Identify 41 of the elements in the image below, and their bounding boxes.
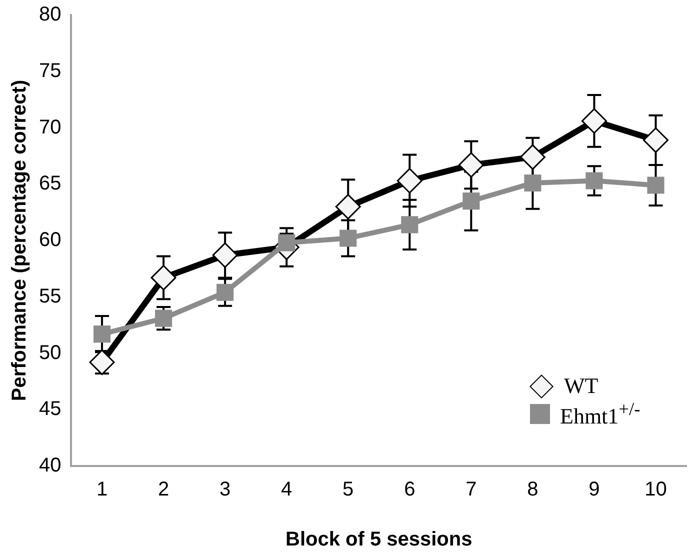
legend-label: WT: [564, 373, 598, 399]
point: [340, 230, 357, 247]
x-tick-label: 7: [466, 478, 477, 501]
point: [458, 152, 484, 178]
point: [462, 192, 480, 210]
y-tick-label: 45: [38, 398, 62, 420]
legend-label: Ehmt1$^{+/-}$: [560, 398, 640, 430]
y-tick-label: 70: [38, 116, 62, 138]
y-axis-title: Performance (percentage correct): [8, 80, 31, 402]
point: [335, 194, 361, 220]
point: [93, 326, 111, 343]
point: [581, 108, 607, 134]
x-tick-label: 9: [588, 478, 600, 501]
x-axis-title: Block of 5 sessions: [286, 528, 472, 551]
y-tick-label: 60: [38, 229, 62, 252]
y-tick-label: 50: [38, 342, 62, 364]
point: [155, 310, 172, 327]
y-tick-label: 65: [38, 172, 62, 195]
x-tick-label: 1: [96, 478, 108, 501]
y-tick-label: 40: [38, 454, 62, 477]
y-tick-label: 55: [38, 285, 62, 308]
x-tick-label: 3: [219, 478, 231, 501]
y-tick-label: 80: [38, 4, 62, 26]
x-tick-label: 10: [644, 478, 667, 501]
y-tick-label: 75: [38, 60, 62, 82]
point: [520, 144, 546, 170]
point: [647, 176, 664, 194]
x-tick-label: 5: [342, 478, 354, 501]
point: [396, 168, 422, 194]
point: [642, 127, 668, 153]
x-tick-label: 2: [158, 478, 170, 501]
point: [401, 216, 418, 234]
x-tick-label: 8: [527, 478, 538, 501]
point: [150, 264, 176, 290]
point: [524, 174, 542, 192]
point: [212, 242, 238, 268]
point: [216, 284, 234, 301]
point: [586, 172, 603, 190]
x-tick-label: 6: [404, 478, 416, 501]
point: [89, 350, 115, 376]
x-tick-label: 4: [281, 478, 292, 501]
